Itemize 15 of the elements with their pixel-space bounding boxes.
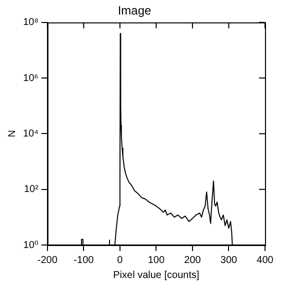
x-tick-label: 0 (117, 254, 124, 266)
y-tick-label: 10⁶ (23, 72, 38, 84)
x-tick-label: -200 (37, 254, 58, 266)
x-tick-label: 400 (256, 254, 274, 266)
y-tick-label: 10⁴ (23, 128, 38, 140)
y-axis-title: N (6, 130, 18, 138)
y-tick-label: 10² (24, 184, 40, 196)
x-tick-label: 200 (184, 254, 202, 266)
x-tick-label: -100 (74, 254, 94, 266)
x-tick-label: 100 (148, 254, 165, 266)
chart-title: Image (118, 4, 152, 18)
y-tick-label: 10⁰ (23, 240, 38, 251)
y-tick-label: 10⁸ (23, 17, 38, 28)
x-axis-title: Pixel value [counts] (113, 270, 200, 281)
x-tick-label: 300 (220, 254, 238, 266)
